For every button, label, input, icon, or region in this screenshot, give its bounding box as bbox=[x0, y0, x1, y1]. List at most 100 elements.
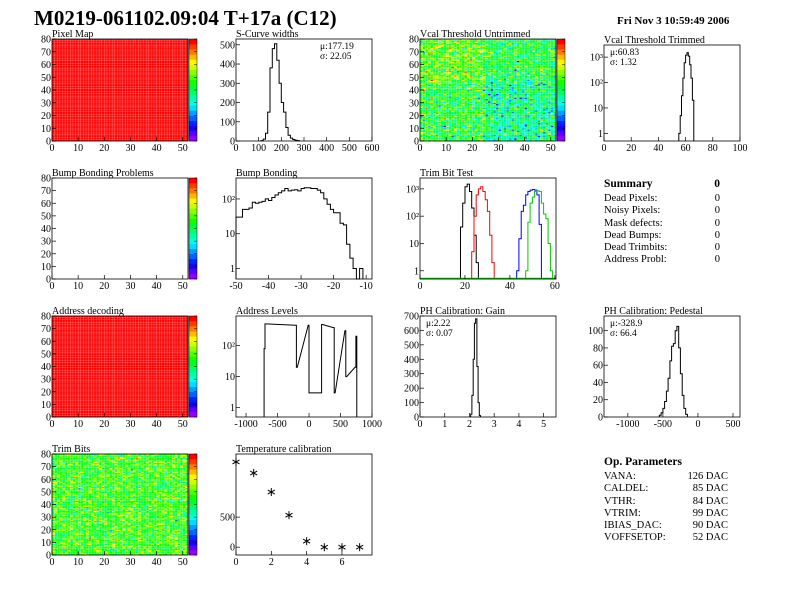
heatmap-cell bbox=[75, 75, 79, 78]
heatmap-cell bbox=[125, 133, 128, 135]
heatmap-cell bbox=[120, 125, 123, 128]
heatmap-cell bbox=[112, 44, 115, 46]
heatmap-cell bbox=[133, 84, 136, 87]
heatmap-cell bbox=[127, 77, 131, 79]
heatmap-cell bbox=[62, 42, 66, 45]
heatmap-cell bbox=[78, 110, 81, 112]
heatmap-cell bbox=[52, 106, 55, 108]
heatmap-cell bbox=[86, 133, 89, 135]
heatmap-cell bbox=[133, 60, 136, 62]
heatmap-cell bbox=[122, 77, 126, 79]
heatmap-cell bbox=[122, 56, 126, 59]
heatmap-cell bbox=[57, 69, 60, 71]
heatmap-cell bbox=[104, 61, 107, 64]
heatmap-cell bbox=[164, 54, 168, 56]
heatmap-cell bbox=[52, 60, 55, 62]
y-tick-label: 30 bbox=[41, 98, 51, 109]
heatmap-cell bbox=[177, 129, 181, 131]
heatmap-cell bbox=[54, 47, 58, 50]
heatmap-cell bbox=[86, 92, 89, 94]
heatmap-cell bbox=[59, 133, 63, 135]
heatmap-cell bbox=[177, 106, 181, 108]
heatmap-cell bbox=[159, 58, 162, 60]
heatmap-cell bbox=[127, 83, 131, 85]
heatmap-cell bbox=[57, 88, 60, 91]
heatmap-cell bbox=[93, 124, 97, 126]
heatmap-cell bbox=[88, 50, 92, 52]
heatmap-cell bbox=[70, 129, 73, 131]
heatmap-cell bbox=[57, 132, 60, 134]
heatmap-cell bbox=[112, 77, 115, 79]
heatmap-cell bbox=[114, 106, 118, 108]
heatmap-cell bbox=[72, 42, 76, 45]
heatmap-cell bbox=[135, 116, 139, 119]
heatmap-cell bbox=[167, 112, 170, 115]
heatmap-cell bbox=[93, 67, 97, 69]
heatmap-cell bbox=[83, 118, 87, 120]
heatmap-cell bbox=[54, 50, 58, 52]
heatmap-cell bbox=[143, 72, 147, 74]
heatmap-cell bbox=[72, 93, 76, 96]
heatmap-cell bbox=[70, 56, 73, 59]
heatmap-cell bbox=[177, 132, 181, 134]
heatmap-cell bbox=[88, 132, 92, 134]
heatmap-cell bbox=[122, 45, 126, 47]
heatmap-cell bbox=[59, 56, 63, 59]
heatmap-cell bbox=[164, 137, 168, 139]
heatmap-cell bbox=[151, 64, 155, 66]
heatmap-cell bbox=[62, 50, 66, 52]
heatmap-cell bbox=[101, 84, 105, 87]
heatmap-cell bbox=[86, 41, 89, 43]
heatmap-cell bbox=[106, 59, 110, 61]
heatmap-cell bbox=[88, 139, 92, 142]
heatmap-cell bbox=[143, 112, 147, 115]
heatmap-cell bbox=[52, 128, 55, 130]
heatmap-cell bbox=[156, 100, 160, 102]
heatmap-cell bbox=[67, 49, 71, 51]
heatmap-cell bbox=[140, 124, 144, 126]
heatmap-cell bbox=[169, 59, 173, 61]
heatmap-cell bbox=[172, 58, 175, 60]
heatmap-cell bbox=[143, 55, 147, 57]
heatmap-cell bbox=[117, 45, 121, 47]
heatmap-cell bbox=[120, 41, 123, 43]
heatmap-cell bbox=[96, 126, 100, 129]
heatmap-cell bbox=[99, 64, 102, 66]
heatmap-cell bbox=[133, 79, 136, 82]
heatmap-cell bbox=[78, 78, 81, 80]
heatmap-cell bbox=[80, 65, 84, 68]
y-tick-label: 0 bbox=[230, 137, 235, 148]
heatmap-cell bbox=[96, 75, 100, 78]
heatmap-cell bbox=[164, 120, 168, 122]
heatmap-cell bbox=[57, 115, 60, 117]
heatmap-cell bbox=[164, 74, 168, 77]
heatmap-cell bbox=[112, 102, 115, 105]
heatmap-cell bbox=[122, 119, 126, 121]
heatmap-cell bbox=[101, 63, 105, 65]
heatmap-cell bbox=[65, 118, 68, 120]
heatmap-cell bbox=[96, 90, 100, 92]
heatmap-cell bbox=[101, 128, 105, 130]
heatmap-cell bbox=[143, 78, 147, 80]
heatmap-cell bbox=[52, 119, 55, 121]
heatmap-cell bbox=[130, 82, 134, 84]
heatmap-cell bbox=[154, 42, 157, 45]
heatmap-cell bbox=[114, 91, 118, 93]
heatmap-cell bbox=[80, 119, 84, 121]
heatmap-cell bbox=[117, 64, 121, 66]
heatmap-cell bbox=[159, 84, 162, 87]
heatmap-cell bbox=[127, 137, 131, 139]
heatmap-cell bbox=[138, 74, 141, 77]
heatmap-cell bbox=[161, 69, 165, 71]
heatmap-cell bbox=[57, 39, 60, 41]
heatmap-cell bbox=[65, 60, 68, 62]
heatmap-cell bbox=[101, 133, 105, 135]
heatmap-cell bbox=[70, 90, 73, 92]
heatmap-cell bbox=[52, 88, 55, 91]
heatmap-cell bbox=[117, 98, 121, 101]
heatmap-cell bbox=[143, 60, 147, 62]
heatmap-cell bbox=[125, 65, 128, 68]
heatmap-cell bbox=[172, 139, 175, 142]
heatmap-cell bbox=[138, 64, 141, 66]
